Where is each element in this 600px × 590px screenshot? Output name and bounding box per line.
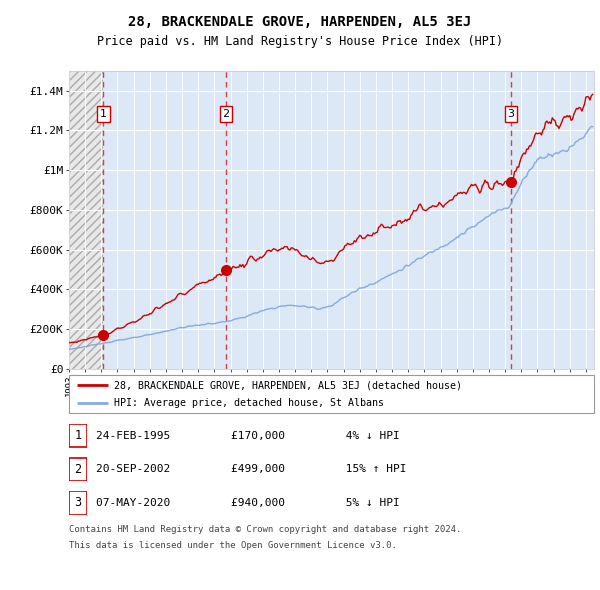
Text: This data is licensed under the Open Government Licence v3.0.: This data is licensed under the Open Gov… xyxy=(69,541,397,550)
Text: 28, BRACKENDALE GROVE, HARPENDEN, AL5 3EJ: 28, BRACKENDALE GROVE, HARPENDEN, AL5 3E… xyxy=(128,15,472,29)
Text: HPI: Average price, detached house, St Albans: HPI: Average price, detached house, St A… xyxy=(113,398,383,408)
FancyBboxPatch shape xyxy=(70,424,86,447)
FancyBboxPatch shape xyxy=(70,458,86,481)
Bar xyxy=(69,71,103,369)
Text: 2: 2 xyxy=(74,463,82,476)
FancyBboxPatch shape xyxy=(70,491,86,514)
Text: 2: 2 xyxy=(223,109,230,119)
Text: 1: 1 xyxy=(100,109,107,119)
FancyBboxPatch shape xyxy=(69,375,594,413)
Text: 07-MAY-2020         £940,000         5% ↓ HPI: 07-MAY-2020 £940,000 5% ↓ HPI xyxy=(96,498,400,508)
Text: 3: 3 xyxy=(508,109,514,119)
Text: 1: 1 xyxy=(74,429,82,442)
Text: 24-FEB-1995         £170,000         4% ↓ HPI: 24-FEB-1995 £170,000 4% ↓ HPI xyxy=(96,431,400,441)
Text: Price paid vs. HM Land Registry's House Price Index (HPI): Price paid vs. HM Land Registry's House … xyxy=(97,35,503,48)
Text: Contains HM Land Registry data © Crown copyright and database right 2024.: Contains HM Land Registry data © Crown c… xyxy=(69,525,461,533)
Text: 20-SEP-2002         £499,000         15% ↑ HPI: 20-SEP-2002 £499,000 15% ↑ HPI xyxy=(96,464,407,474)
Text: 28, BRACKENDALE GROVE, HARPENDEN, AL5 3EJ (detached house): 28, BRACKENDALE GROVE, HARPENDEN, AL5 3E… xyxy=(113,380,461,390)
Text: 3: 3 xyxy=(74,496,82,509)
